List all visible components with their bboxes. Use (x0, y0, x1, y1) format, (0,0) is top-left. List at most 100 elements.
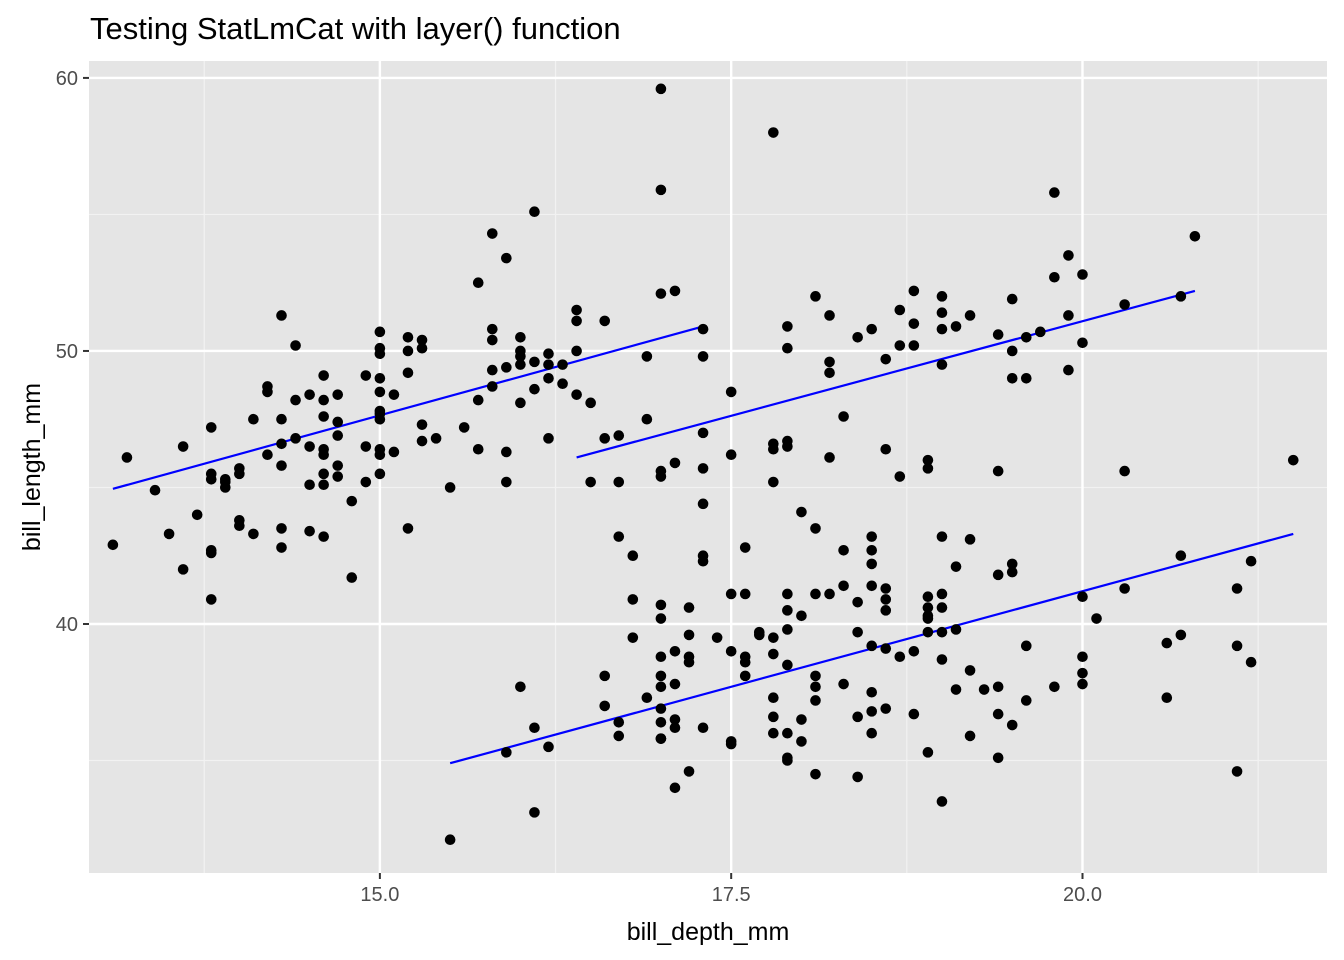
data-point (796, 506, 807, 518)
data-point (992, 708, 1004, 720)
data-point (627, 594, 639, 605)
data-point (557, 359, 568, 370)
data-point (852, 711, 863, 723)
data-point (402, 367, 414, 379)
data-point (599, 315, 611, 327)
data-point (1006, 566, 1018, 578)
data-point (374, 326, 386, 338)
data-point (374, 405, 386, 417)
data-point (529, 722, 540, 734)
data-point (304, 389, 315, 400)
data-point (571, 304, 582, 316)
data-point (444, 482, 456, 493)
data-point (332, 430, 344, 441)
data-point (107, 539, 119, 551)
data-point (501, 747, 512, 758)
data-point (1077, 337, 1088, 349)
data-point (304, 441, 315, 452)
data-point (950, 624, 962, 635)
data-point (1231, 766, 1243, 777)
major-gridlines (89, 61, 1327, 873)
data-point (922, 747, 934, 758)
data-point (121, 452, 133, 463)
data-point (880, 703, 892, 714)
data-point (768, 127, 779, 138)
data-point (936, 654, 948, 665)
data-point (416, 334, 428, 346)
data-point (922, 591, 934, 602)
data-point (220, 473, 231, 485)
data-point (1035, 326, 1046, 338)
data-point (725, 738, 737, 750)
data-point (1119, 299, 1130, 310)
data-point (852, 332, 863, 343)
data-point (950, 684, 962, 695)
data-point (374, 386, 386, 398)
data-point (768, 648, 779, 660)
data-point (739, 670, 751, 682)
data-point (388, 389, 400, 400)
data-point (683, 656, 695, 668)
data-point (234, 514, 245, 526)
data-point (782, 727, 793, 739)
data-point (655, 670, 667, 682)
data-point (655, 471, 667, 482)
data-point (655, 703, 667, 714)
data-point (304, 479, 315, 491)
data-point (908, 318, 920, 329)
data-point (599, 670, 611, 682)
data-point (486, 381, 498, 392)
data-point (318, 370, 329, 381)
y-axis: 40 50 60 (56, 68, 89, 636)
data-point (1231, 640, 1243, 652)
data-point (1063, 310, 1074, 321)
data-point (1245, 555, 1257, 567)
data-point (402, 345, 414, 357)
data-point (1006, 293, 1018, 305)
data-point (739, 588, 751, 600)
data-point (1063, 250, 1074, 261)
data-point (669, 678, 681, 690)
data-point (318, 443, 329, 455)
data-point (683, 602, 695, 613)
data-point (205, 544, 217, 556)
data-point (782, 321, 793, 332)
data-point (936, 602, 948, 613)
data-point (768, 692, 779, 704)
data-point (1049, 681, 1060, 693)
data-point (669, 457, 681, 469)
data-point (810, 681, 821, 693)
data-point (753, 629, 765, 641)
data-point (866, 531, 878, 542)
data-point (697, 351, 709, 362)
data-point (1119, 465, 1130, 477)
data-point (472, 394, 484, 406)
data-point (725, 588, 737, 600)
data-point (627, 550, 639, 562)
data-point (669, 722, 681, 734)
data-point (796, 714, 807, 725)
data-point (669, 285, 681, 297)
data-point (992, 465, 1004, 477)
data-point (922, 602, 934, 613)
data-point (683, 629, 695, 641)
data-point (866, 544, 878, 556)
data-point (880, 353, 892, 365)
x-tick-label: 17.5 (712, 884, 751, 906)
data-point (880, 643, 892, 654)
data-point (1077, 591, 1088, 602)
data-point (936, 796, 948, 807)
data-point (1077, 667, 1088, 679)
data-point (1175, 629, 1187, 641)
data-point (276, 413, 287, 425)
data-point (768, 632, 779, 643)
data-point (838, 411, 849, 422)
data-point (782, 624, 793, 635)
data-point (1006, 372, 1018, 384)
data-point (515, 332, 526, 343)
data-point (824, 367, 835, 379)
data-point (655, 288, 667, 299)
data-point (486, 334, 498, 346)
data-point (571, 345, 582, 357)
data-point (655, 599, 667, 611)
